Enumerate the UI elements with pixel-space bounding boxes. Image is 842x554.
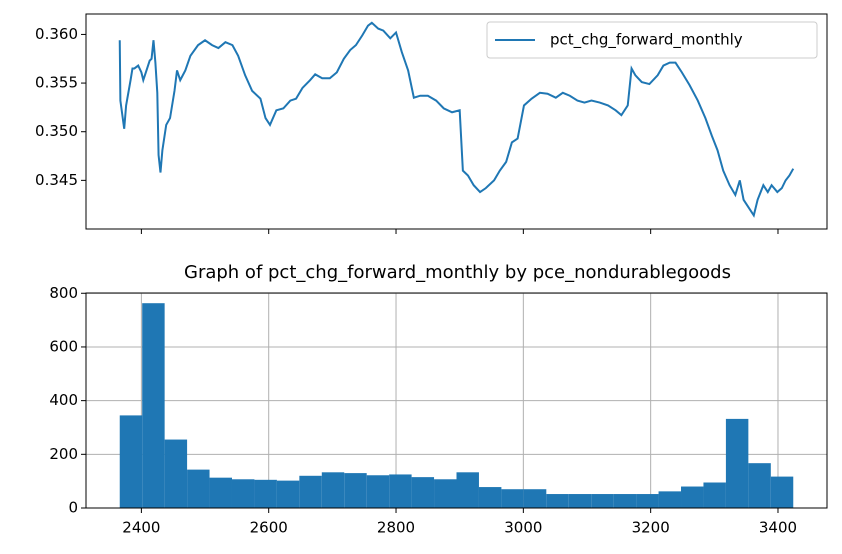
y-tick-label: 200 xyxy=(49,445,78,463)
x-tick-label: 3200 xyxy=(632,519,670,537)
histogram-bar xyxy=(568,494,592,508)
histogram-bar xyxy=(456,472,479,508)
x-tick-label: 3000 xyxy=(504,519,542,537)
histogram-bar xyxy=(119,415,143,508)
histogram-bar xyxy=(187,469,210,508)
chart-title: Graph of pct_chg_forward_monthly by pce_… xyxy=(184,262,731,283)
histogram-bar xyxy=(725,418,749,508)
y-tick-label: 600 xyxy=(49,337,78,355)
x-tick-label: 3400 xyxy=(759,519,797,537)
histogram-bar xyxy=(478,487,502,508)
legend-box xyxy=(486,21,818,59)
histogram-bar xyxy=(366,475,390,508)
histogram-bar xyxy=(164,439,188,508)
x-tick-label: 2400 xyxy=(122,519,160,537)
histogram-bar xyxy=(681,486,704,508)
y-tick-label: 0.345 xyxy=(35,171,78,189)
y-tick-label: 400 xyxy=(49,391,78,409)
histogram-bar xyxy=(344,473,367,508)
histogram-bar xyxy=(523,489,547,508)
legend-label: pct_chg_forward_monthly xyxy=(550,31,743,50)
x-tick-label: 2800 xyxy=(377,519,415,537)
histogram-bar xyxy=(209,477,232,508)
y-tick-label: 800 xyxy=(49,284,78,302)
y-tick-label: 0.360 xyxy=(35,25,78,43)
histogram-bar xyxy=(636,494,659,508)
y-tick-label: 0.350 xyxy=(35,122,78,140)
histogram-bar xyxy=(411,477,435,508)
line-series xyxy=(118,21,795,218)
y-tick-label: 0 xyxy=(68,499,78,517)
histogram-bar xyxy=(501,489,524,508)
histogram-bar xyxy=(276,480,300,508)
histogram-bar xyxy=(613,494,637,508)
histogram-bar xyxy=(321,472,345,508)
histogram-bar xyxy=(389,474,412,508)
histogram-bar xyxy=(703,482,726,508)
histogram-bar xyxy=(658,491,682,508)
histogram-bar xyxy=(254,479,277,508)
histogram-bar xyxy=(748,463,771,508)
histogram-bar xyxy=(231,479,255,508)
y-tick-label: 0.355 xyxy=(35,74,78,92)
x-tick-label: 2600 xyxy=(250,519,288,537)
axes-frame xyxy=(85,13,828,230)
histogram-bar xyxy=(299,475,322,508)
histogram-bar xyxy=(434,479,457,508)
histogram-bar xyxy=(546,494,569,508)
histogram-bar xyxy=(770,476,794,508)
histogram-bar xyxy=(591,494,614,508)
histogram-bar xyxy=(142,303,165,508)
